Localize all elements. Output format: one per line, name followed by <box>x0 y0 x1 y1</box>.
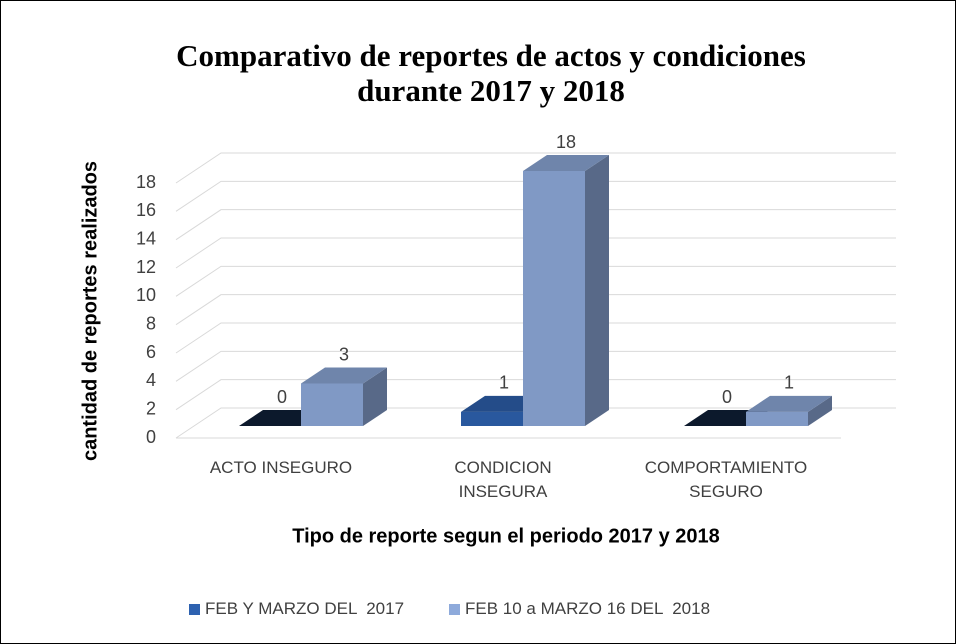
y-tick-label: 0 <box>146 427 156 447</box>
grid-line <box>175 209 896 241</box>
value-label: 3 <box>339 344 349 364</box>
bar <box>523 155 609 426</box>
bar-side <box>363 367 387 426</box>
grid-line <box>175 180 896 212</box>
y-tick-label: 14 <box>136 228 156 248</box>
y-tick-label: 6 <box>146 342 156 362</box>
grid-line <box>175 237 896 269</box>
y-axis-label: cantidad de reportes realizados <box>79 161 101 461</box>
legend-item: FEB Y MARZO DEL 2017 <box>189 599 404 619</box>
y-tick-label: 10 <box>136 285 156 305</box>
legend-swatch <box>189 603 200 615</box>
legend-swatch <box>449 603 460 615</box>
chart-subtitle: durante 2017 y 2018 <box>357 73 625 108</box>
value-label: 1 <box>499 373 509 393</box>
bar-top <box>523 155 609 171</box>
bar-side <box>808 395 832 426</box>
bar-front <box>523 171 585 426</box>
x-axis-label: Tipo de reporte segun el periodo 2017 y … <box>292 525 720 547</box>
grid-line <box>175 152 896 184</box>
y-tick-label: 16 <box>136 200 156 220</box>
y-tick-label: 4 <box>146 370 156 390</box>
x-tick-label: COMPORTAMIENTO SEGURO <box>644 458 808 501</box>
bar-front <box>746 411 808 426</box>
y-tick-label: 8 <box>146 313 156 333</box>
bar-front <box>461 411 523 426</box>
grid-line <box>175 294 896 326</box>
grid-line <box>175 379 896 411</box>
value-label: 0 <box>277 387 287 407</box>
x-tick-label: CONDICION INSEGURA <box>454 458 552 501</box>
value-label: 0 <box>722 387 732 407</box>
bar <box>746 395 832 426</box>
grid-line <box>175 407 896 439</box>
y-tick-label: 2 <box>146 398 156 418</box>
x-tick-label: ACTO INSEGURO <box>209 458 353 477</box>
legend-label: FEB Y MARZO DEL 2017 <box>205 599 405 618</box>
y-tick-label: 12 <box>136 257 156 277</box>
value-label: 18 <box>556 132 576 152</box>
value-label: 1 <box>784 373 794 393</box>
grid-line <box>175 350 896 382</box>
legend-item: FEB 10 a MARZO 16 DEL 2018 <box>449 599 710 619</box>
bar <box>301 367 387 426</box>
bar-top <box>746 395 832 412</box>
bar-side <box>585 155 609 426</box>
chart-title: Comparativo de reportes de actos y condi… <box>176 38 806 73</box>
y-tick-label: 18 <box>136 172 156 192</box>
bar-front <box>301 383 363 426</box>
bar-top <box>301 367 387 384</box>
grid-line <box>175 265 896 297</box>
legend-label: FEB 10 a MARZO 16 DEL 2018 <box>465 599 711 618</box>
grid-line <box>175 322 896 354</box>
